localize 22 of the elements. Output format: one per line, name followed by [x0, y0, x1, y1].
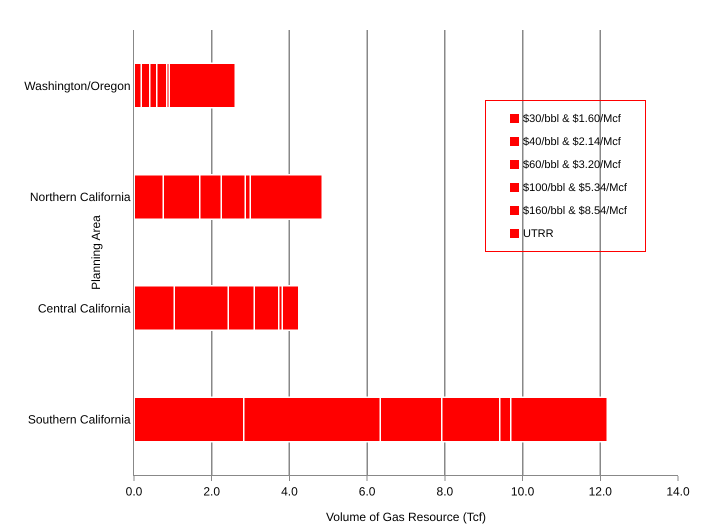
- y-tick-label: Northern California: [30, 190, 131, 204]
- x-tick-label: 2.0: [203, 484, 220, 498]
- x-tick-label: 0.0: [126, 484, 143, 498]
- x-tick-label: 4.0: [281, 484, 298, 498]
- bar: [168, 62, 236, 109]
- legend-label: UTRR: [523, 228, 554, 240]
- bar: [282, 285, 300, 332]
- y-tick-label: Southern California: [28, 412, 131, 427]
- x-tick-label: 12.0: [588, 484, 612, 498]
- legend-label: $40/bbl & $2.14/Mcf: [523, 136, 621, 148]
- legend-label: $160/bbl & $8.54/Mcf: [523, 204, 627, 216]
- legend-label: $100/bbl & $5.34/Mcf: [523, 182, 627, 194]
- legend-label: $30/bbl & $1.60/Mcf: [523, 112, 621, 124]
- y-tick-label: Washington/Oregon: [24, 78, 131, 93]
- x-tick-label: 8.0: [436, 484, 454, 498]
- x-tick-label: 14.0: [666, 484, 690, 498]
- x-tick-label: 6.0: [358, 484, 376, 498]
- y-tick-label: Central California: [38, 301, 131, 316]
- legend-label: $60/bbl & $3.20/Mcf: [523, 158, 621, 170]
- x-axis-title: Volume of Gas Resource (Tcf): [326, 510, 486, 524]
- y-axis-title: Planning Area: [89, 214, 103, 290]
- x-tick-label: 10.0: [510, 484, 535, 498]
